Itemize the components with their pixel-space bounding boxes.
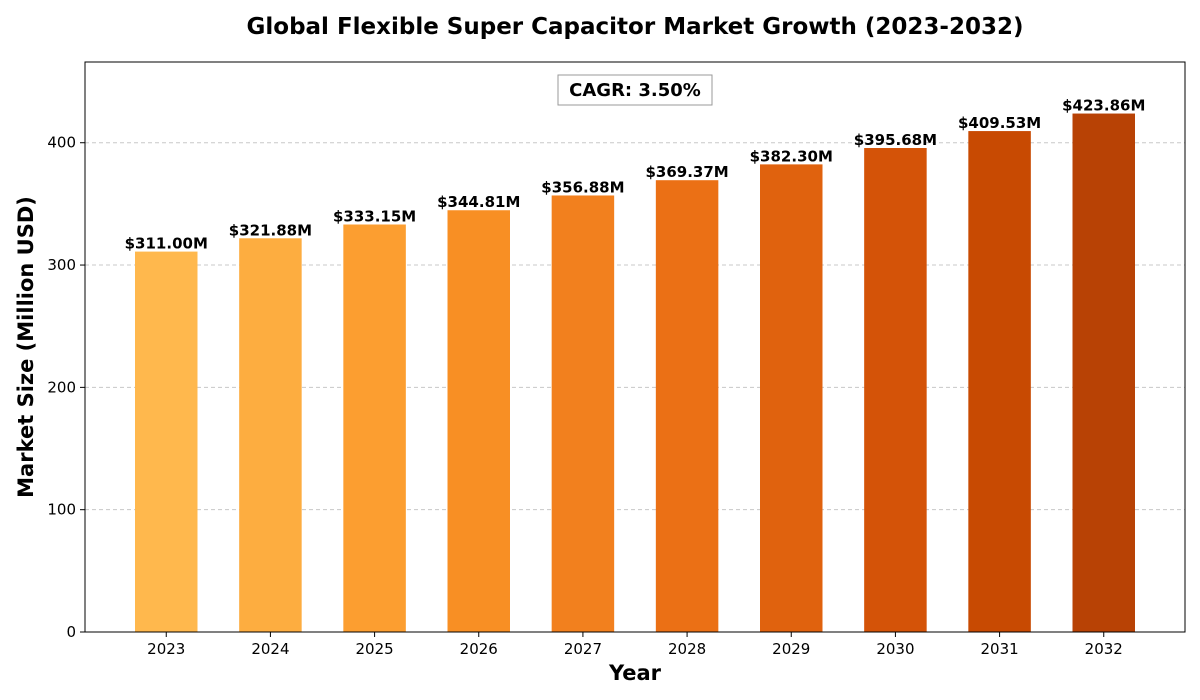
- bar-2026: [447, 210, 510, 632]
- bar-2023: [135, 251, 198, 632]
- bar-2031: [968, 131, 1031, 632]
- cagr-annotation-box: [557, 74, 713, 106]
- x-tick-label: 2032: [1085, 640, 1123, 658]
- data-label-2031: $409.53M: [958, 114, 1041, 132]
- data-label-2025: $333.15M: [333, 207, 416, 225]
- y-tick-label: 100: [47, 501, 76, 519]
- x-tick-label: 2023: [147, 640, 185, 658]
- x-tick-label: 2028: [668, 640, 706, 658]
- data-label-2028: $369.37M: [645, 163, 728, 181]
- data-labels: $311.00M $321.88M $333.15M $344.81M $356.88M…: [125, 97, 1146, 253]
- chart-title: Global Flexible Super Capacitor Market G…: [247, 14, 1024, 40]
- data-label-2029: $382.30M: [750, 147, 833, 165]
- y-tick-label: 300: [47, 256, 76, 274]
- data-label-2030: $395.68M: [854, 131, 937, 149]
- x-tick-label: 2025: [355, 640, 393, 658]
- data-label-2026: $344.81M: [437, 193, 520, 211]
- data-label-2024: $321.88M: [229, 221, 312, 239]
- data-label-2032: $423.86M: [1062, 97, 1145, 115]
- y-tick-label: 400: [47, 134, 76, 152]
- data-label-2023: $311.00M: [125, 235, 208, 253]
- bars: [135, 113, 1135, 633]
- x-tick-label: 2031: [980, 640, 1018, 658]
- plot-frame: [84, 61, 1186, 633]
- bar-2027: [551, 195, 615, 632]
- x-axis-label: Year: [608, 661, 662, 685]
- y-axis-ticks: 0 100 200 300 400: [47, 134, 85, 641]
- x-tick-label: 2030: [876, 640, 914, 658]
- y-axis-label: Market Size (Million USD): [14, 196, 38, 498]
- cagr-annotation-text: CAGR: 3.50%: [569, 80, 701, 101]
- bar-2024: [239, 238, 302, 632]
- x-tick-label: 2024: [251, 640, 289, 658]
- bar-2028: [655, 180, 719, 632]
- bar-2032: [1072, 113, 1135, 633]
- bar-2029: [760, 164, 823, 632]
- data-label-2027: $356.88M: [541, 178, 624, 196]
- y-tick-label: 200: [47, 378, 76, 396]
- x-tick-label: 2026: [460, 640, 498, 658]
- cagr-annotation: CAGR: 3.50%: [557, 74, 713, 106]
- y-tick-label: 0: [66, 623, 76, 641]
- bar-2025: [343, 224, 406, 632]
- x-tick-label: 2027: [564, 640, 602, 658]
- bar-2030: [864, 148, 927, 632]
- x-axis-ticks: 2023 2024 2025 2026 2027 2028 2029 2030 2031 2032: [147, 632, 1123, 658]
- x-tick-label: 2029: [772, 640, 810, 658]
